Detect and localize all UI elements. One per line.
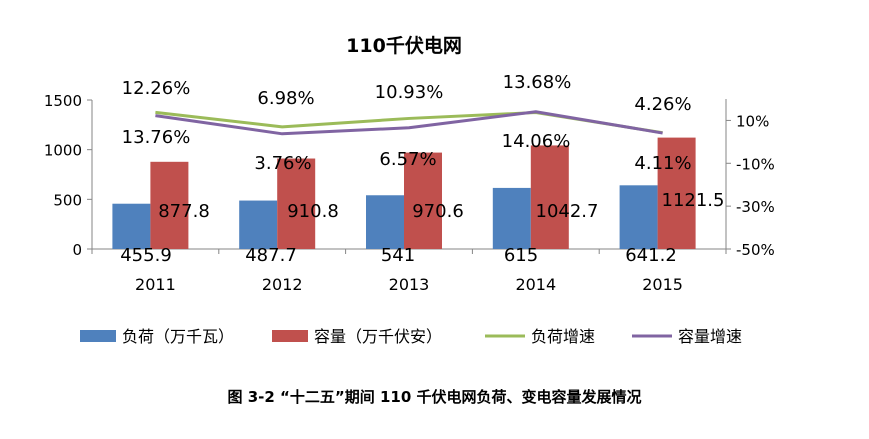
x-axis-category-label: 2015 bbox=[642, 275, 683, 294]
bar-capacity bbox=[404, 152, 442, 249]
bar-load-label: 541 bbox=[381, 245, 415, 266]
right-axis-tick-label: -30% bbox=[736, 198, 775, 216]
line-load-growth bbox=[155, 110, 663, 135]
line-capacity-growth-label: 3.76% bbox=[254, 153, 311, 174]
bar-capacity bbox=[277, 158, 316, 249]
legend: 负荷（万千瓦） 容量（万千伏安） 负荷增速 容量增速 bbox=[80, 327, 742, 346]
line-capacity-growth-label: 13.76% bbox=[122, 127, 191, 148]
bar-load bbox=[366, 195, 404, 249]
x-axis-category-label: 2014 bbox=[515, 275, 556, 294]
bar-load bbox=[239, 200, 278, 249]
right-axis-tick-label: 10% bbox=[736, 112, 769, 130]
bar-load-label: 455.9 bbox=[120, 245, 172, 266]
line-capacity-growth bbox=[155, 110, 663, 136]
chart: 110千伏电网 0 500 1000 1500 2011 2012 2013 2014 2015… bbox=[44, 34, 775, 346]
bar-load-label: 487.7 bbox=[245, 245, 297, 266]
line-capacity-growth-label: 14.06% bbox=[502, 131, 571, 152]
right-axis-tick-label: -10% bbox=[736, 155, 775, 173]
bar-capacity bbox=[530, 145, 569, 249]
legend-label: 容量（万千伏安） bbox=[314, 327, 442, 346]
left-axis-tick-label: 0 bbox=[72, 241, 82, 259]
legend-swatch bbox=[80, 330, 116, 342]
x-axis-category-label: 2011 bbox=[135, 275, 176, 294]
left-axis-tick-label: 1500 bbox=[44, 92, 82, 110]
line-load-growth-label: 12.26% bbox=[122, 78, 191, 99]
left-axis-tick-label: 500 bbox=[53, 191, 82, 209]
line-capacity-growth-label: 4.11% bbox=[634, 153, 691, 174]
line-load-growth-label: 13.68% bbox=[503, 72, 572, 93]
bar-capacity bbox=[657, 137, 696, 249]
legend-label: 负荷增速 bbox=[531, 327, 595, 346]
lines bbox=[155, 110, 663, 136]
bar-capacity-label: 910.8 bbox=[287, 201, 339, 222]
bar-load-label: 641.2 bbox=[625, 245, 677, 266]
data-labels: 455.9 487.7 541 615 641.2 877.8 910.8 970.6 1042… bbox=[120, 72, 724, 266]
figure-caption: 图 3-2 “十二五”期间 110 千伏电网负荷、变电容量发展情况 bbox=[227, 388, 642, 406]
bar-load-label: 615 bbox=[504, 245, 538, 266]
x-axis-category-label: 2012 bbox=[262, 275, 303, 294]
line-load-growth-label: 4.26% bbox=[634, 94, 691, 115]
bar-load bbox=[492, 187, 531, 249]
bars bbox=[112, 137, 696, 249]
bar-capacity bbox=[150, 161, 189, 249]
bar-capacity-label: 1121.5 bbox=[662, 190, 725, 211]
bar-capacity-label: 877.8 bbox=[158, 201, 210, 222]
line-load-growth-label: 6.98% bbox=[257, 88, 314, 109]
line-capacity-growth-label: 6.57% bbox=[379, 149, 436, 170]
right-axis-tick-label: -50% bbox=[736, 241, 775, 259]
chart-title: 110千伏电网 bbox=[346, 34, 462, 57]
bar-load bbox=[619, 185, 658, 249]
x-axis-category-label: 2013 bbox=[389, 275, 430, 294]
legend-label: 容量增速 bbox=[678, 327, 742, 346]
legend-swatch bbox=[272, 330, 308, 342]
bar-capacity-label: 970.6 bbox=[412, 201, 464, 222]
bar-capacity-label: 1042.7 bbox=[536, 201, 599, 222]
legend-label: 负荷（万千瓦） bbox=[122, 327, 234, 346]
bar-load bbox=[112, 203, 151, 249]
line-load-growth-label: 10.93% bbox=[375, 82, 444, 103]
left-axis-tick-label: 1000 bbox=[44, 142, 82, 160]
